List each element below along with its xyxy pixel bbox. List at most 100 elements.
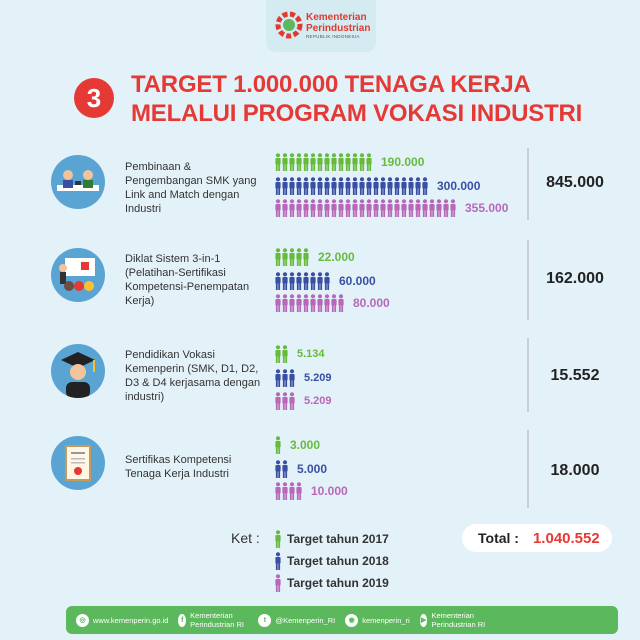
person-icon <box>317 199 323 217</box>
graduate-icon <box>51 344 105 398</box>
person-icon <box>296 153 302 171</box>
program-label: Pendidikan Vokasi Kemenperin (SMK, D1, D… <box>125 349 261 403</box>
person-icon <box>303 248 309 266</box>
people-icons-2017 <box>275 153 373 171</box>
person-icon <box>338 153 344 171</box>
person-icon <box>282 369 288 387</box>
person-icon <box>303 294 309 312</box>
people-icons-2019 <box>275 392 296 410</box>
footer-twitter[interactable]: t @Kemenperin_RI <box>258 613 335 627</box>
person-icon <box>387 199 393 217</box>
program-total: 18.000 <box>550 462 600 479</box>
person-icon <box>275 177 281 195</box>
logo-title: Kementerian Perindustrian <box>306 12 371 34</box>
people-icons-2019 <box>275 199 457 217</box>
person-icon <box>282 272 288 290</box>
people-icons-2019 <box>275 294 345 312</box>
person-icon <box>282 153 288 171</box>
gear-logo-icon <box>275 11 303 39</box>
web-icon: ◎ <box>76 613 89 627</box>
value-2019: 10.000 <box>311 484 348 498</box>
person-icon <box>310 272 316 290</box>
divider <box>527 148 529 220</box>
person-icon <box>275 482 281 500</box>
program-label: Pembinaan & Pengembangan SMK yang Link a… <box>125 161 257 215</box>
person-icon <box>401 177 407 195</box>
program-total: 15.552 <box>550 367 600 384</box>
person-icon <box>282 460 288 478</box>
person-icon <box>324 177 330 195</box>
page-title: TARGET 1.000.000 TENAGA KERJA MELALUI PR… <box>131 71 583 127</box>
person-icon <box>282 345 288 363</box>
person-icon <box>443 199 449 217</box>
person-icon <box>282 199 288 217</box>
person-icon <box>345 177 351 195</box>
bar-2019: 10.000 <box>275 482 348 500</box>
person-icon <box>282 248 288 266</box>
person-icon <box>282 294 288 312</box>
person-icon <box>289 272 295 290</box>
person-icon <box>352 199 358 217</box>
people-icons-2017 <box>275 436 282 454</box>
person-icon <box>310 177 316 195</box>
person-icon <box>289 392 295 410</box>
footer-youtube[interactable]: ▶ Kementerian Perindustrian RI <box>419 611 486 629</box>
person-icon <box>352 153 358 171</box>
footer: ◎ www.kemenperin.go.id f Kementerian Perin… <box>66 606 618 634</box>
footer-facebook[interactable]: f Kementerian Perindustrian RI <box>178 611 248 629</box>
person-icon <box>387 177 393 195</box>
person-icon <box>310 199 316 217</box>
bar-2019: 355.000 <box>275 199 508 217</box>
person-icon-2018 <box>275 552 281 570</box>
person-icon <box>282 392 288 410</box>
person-icon <box>359 199 365 217</box>
person-icon <box>352 177 358 195</box>
bar-2018: 300.000 <box>275 177 480 195</box>
person-icon <box>289 153 295 171</box>
person-icon <box>275 392 281 410</box>
footer-website[interactable]: ◎ www.kemenperin.go.id <box>76 613 168 627</box>
person-icon <box>345 199 351 217</box>
person-icon <box>373 177 379 195</box>
person-icon <box>303 177 309 195</box>
people-icons-2018 <box>275 272 331 290</box>
person-icon <box>394 177 400 195</box>
legend-2018: Target tahun 2018 <box>275 552 389 570</box>
facebook-icon: f <box>178 613 187 627</box>
person-icon <box>359 153 365 171</box>
bar-2017: 22.000 <box>275 248 355 266</box>
value-2017: 3.000 <box>290 438 321 452</box>
person-icon <box>289 294 295 312</box>
footer-instagram[interactable]: ◉ kemenperin_ri <box>345 613 410 627</box>
people-icons-2017 <box>275 248 310 266</box>
value-2019: 80.000 <box>353 296 390 310</box>
person-icon <box>296 272 302 290</box>
bar-2018: 5.209 <box>275 369 332 387</box>
logo: Kementerian Perindustrian REPUBLIK INDONE… <box>266 0 376 52</box>
divider <box>527 240 529 320</box>
value-2017: 22.000 <box>318 250 355 264</box>
value-2018: 300.000 <box>437 179 481 193</box>
person-icon <box>366 199 372 217</box>
grand-total-box: Total : 1.040.552 <box>462 524 612 552</box>
bar-2017: 5.134 <box>275 345 325 363</box>
logo-subtitle: REPUBLIK INDONESIA <box>306 34 360 39</box>
person-icon <box>289 177 295 195</box>
person-icon <box>289 248 295 266</box>
person-icon <box>310 153 316 171</box>
person-icon <box>282 177 288 195</box>
twitter-icon: t <box>258 613 272 627</box>
person-icon <box>296 294 302 312</box>
bar-2019: 80.000 <box>275 294 390 312</box>
program-label: Sertifikas Kompetensi Tenaga Kerja Indus… <box>125 454 232 480</box>
person-icon <box>317 272 323 290</box>
person-icon <box>422 177 428 195</box>
person-icon <box>338 177 344 195</box>
grand-total-value: 1.040.552 <box>532 529 600 547</box>
person-icon <box>408 177 414 195</box>
person-icon <box>275 436 281 454</box>
divider <box>527 338 529 412</box>
person-icon <box>275 248 281 266</box>
value-2018: 5.209 <box>304 372 332 384</box>
person-icon <box>310 294 316 312</box>
